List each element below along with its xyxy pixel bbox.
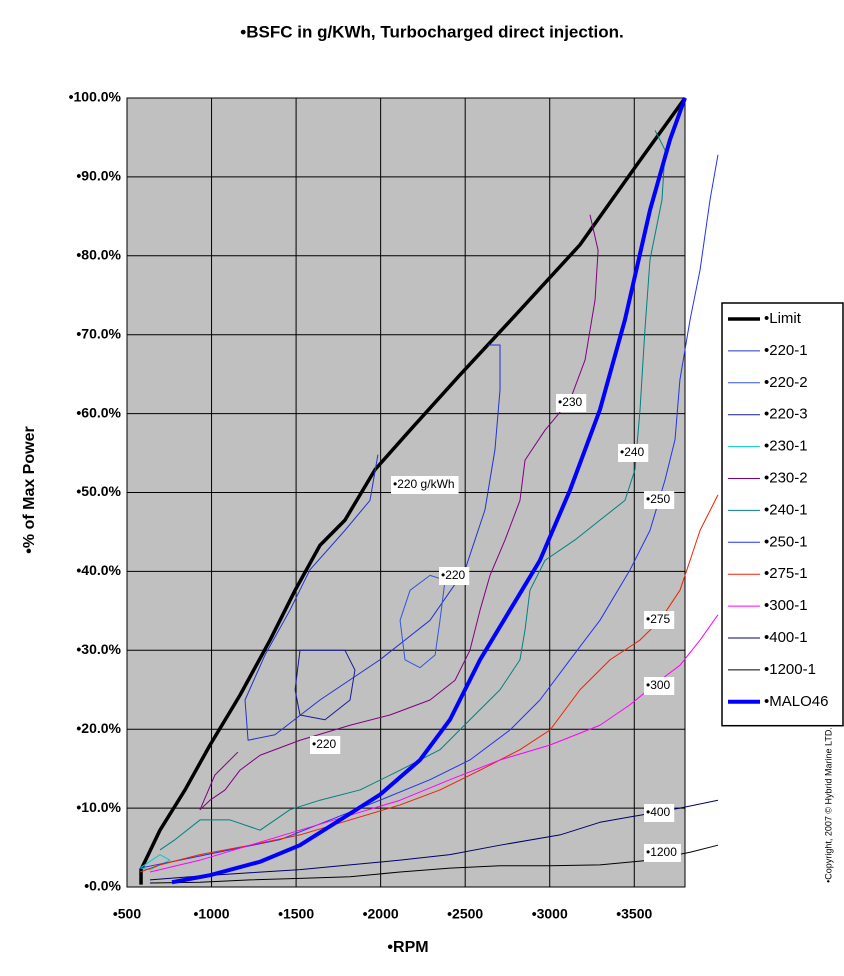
annotation-label: •230 — [558, 395, 583, 409]
annotation-box — [644, 491, 675, 509]
annotation-box — [618, 444, 649, 462]
x-tick-label: •3000 — [532, 906, 568, 922]
annotation: •1200 — [644, 844, 681, 862]
y-tick-label: •0.0% — [84, 878, 121, 894]
annotation: •275 — [644, 611, 675, 629]
annotation-box — [644, 677, 675, 695]
annotation: •400 — [644, 804, 675, 822]
legend-label: •Limit — [764, 310, 802, 327]
legend-label: •1200-1 — [764, 661, 816, 678]
y-tick-label: •30.0% — [76, 641, 121, 657]
annotation-label: •240 — [620, 445, 645, 459]
y-tick-label: •40.0% — [76, 562, 121, 578]
series-line — [159, 130, 666, 851]
annotation-label: •1200 — [646, 845, 677, 859]
annotation-label: •250 — [646, 492, 671, 506]
annotation-box — [310, 736, 341, 754]
annotation-label: •400 — [646, 805, 671, 819]
x-tick-label: •3500 — [616, 906, 652, 922]
legend-label: •275-1 — [764, 565, 808, 582]
y-tick-label: •70.0% — [76, 325, 121, 341]
legend-label: •230-2 — [764, 469, 808, 486]
annotation-label: •220 — [441, 568, 466, 582]
legend-box — [721, 302, 844, 727]
annotation-box — [391, 476, 459, 494]
annotation: •220 — [439, 567, 470, 585]
annotation: •300 — [644, 677, 675, 695]
y-tick-label: •60.0% — [76, 404, 121, 420]
legend-label: •220-3 — [764, 406, 808, 423]
annotation: •230 — [556, 394, 587, 412]
annotation-label: •300 — [646, 678, 671, 692]
x-tick-label: •1500 — [278, 906, 314, 922]
y-tick-label: •10.0% — [76, 799, 121, 815]
y-tick-label: •80.0% — [76, 247, 121, 263]
annotation-label: •275 — [646, 612, 671, 626]
series-line — [244, 344, 501, 741]
series-line — [294, 649, 356, 721]
legend-label: •300-1 — [764, 597, 808, 614]
annotation-box — [644, 804, 675, 822]
annotation-box — [644, 844, 681, 862]
x-tick-label: •2500 — [447, 906, 483, 922]
legend-label: •230-1 — [764, 438, 808, 455]
annotation: •250 — [644, 491, 675, 509]
y-axis-label: •% of Max Power — [21, 426, 38, 553]
legend-label: •250-1 — [764, 533, 808, 550]
x-tick-label: •500 — [113, 906, 141, 922]
annotation-box — [644, 611, 675, 629]
annotation-label: •220 g/kWh — [393, 477, 455, 491]
chart-title: •BSFC in g/KWh, Turbocharged direct inje… — [240, 22, 623, 41]
legend-label: •220-2 — [764, 374, 808, 391]
legend-label: •240-1 — [764, 501, 808, 518]
annotation-box — [556, 394, 587, 412]
x-axis-label: •RPM — [387, 939, 428, 956]
annotation-box — [439, 567, 470, 585]
legend-label: •MALO46 — [764, 693, 828, 710]
series-line — [149, 614, 719, 873]
series-line — [171, 97, 687, 885]
y-tick-label: •50.0% — [76, 483, 121, 499]
annotation: •220 g/kWh — [391, 476, 459, 494]
annotation: •220 — [310, 736, 341, 754]
series-line — [139, 96, 687, 885]
copyright: •Copyright, 2007 © Hybrid Marine LTD. — [823, 727, 833, 883]
series-line — [149, 799, 719, 881]
legend-label: •400-1 — [764, 629, 808, 646]
series-line — [199, 214, 599, 811]
y-tick-label: •20.0% — [76, 720, 121, 736]
y-tick-label: •90.0% — [76, 168, 121, 184]
annotation-label: •220 — [312, 737, 337, 751]
y-tick-label: •100.0% — [69, 89, 122, 105]
series-line — [139, 154, 719, 869]
x-tick-label: •1000 — [194, 906, 230, 922]
annotation: •240 — [618, 444, 649, 462]
x-tick-label: •2000 — [363, 906, 399, 922]
legend-label: •220-1 — [764, 342, 808, 359]
